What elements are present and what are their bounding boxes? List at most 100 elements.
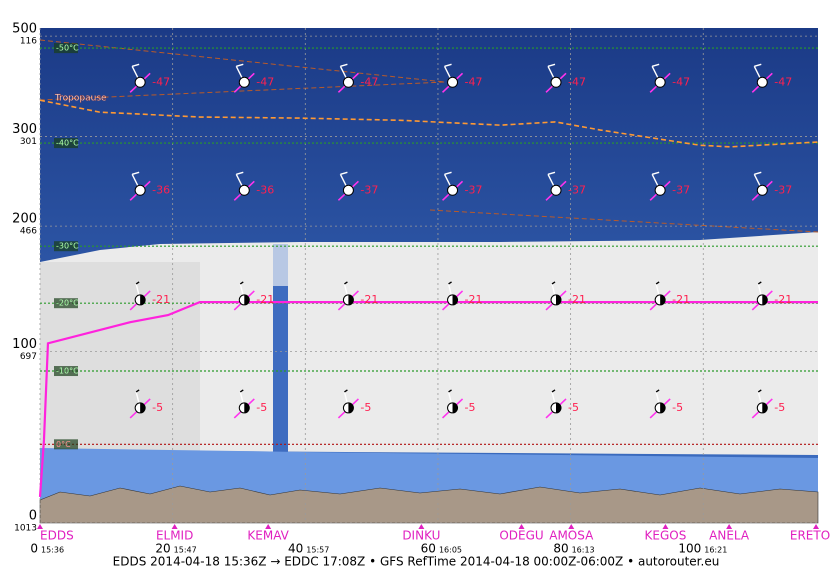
tropopause-label: Tropopause [54,94,107,104]
temperature-label: -37 [568,183,586,196]
temperature-label: -47 [465,75,483,88]
wind-barb [233,171,255,201]
temperature-label: -5 [152,401,163,414]
tropopause-line [39,99,819,148]
temperature-label: -5 [465,401,476,414]
caption: EDDS 2014-04-18 15:36Z → EDDC 17:08Z • G… [113,555,720,569]
isotherm-label-bg [54,439,78,450]
barb-station [654,76,666,88]
temperature-label: -47 [360,75,378,88]
isotherm-label-bg [54,241,78,252]
barb-tick [131,63,140,67]
wind-barb [649,389,671,419]
y-tick-label: 301 [20,137,37,147]
barb-tick [344,281,348,285]
temperature-label: -5 [774,401,785,414]
isotherm-label: -40°C [56,139,79,148]
barb-station [654,184,666,196]
x-tick-time: 15:57 [306,546,329,555]
y-tick-label: 116 [20,37,37,47]
temperature-label: -5 [568,401,579,414]
isotherm-label-bg [54,298,78,309]
barb-tick [135,281,140,285]
barb-station [342,184,354,196]
barb-tick [651,63,660,67]
barb-tick [239,281,244,285]
barb-station [550,76,562,88]
isotherm-label-bg [54,366,78,377]
barb-tick [444,171,452,175]
cloud-cover [556,402,562,413]
temperature-label: -47 [152,75,170,88]
temperature-label: -21 [774,293,792,306]
barb-tick [340,63,348,67]
cloud-cover [244,294,250,305]
temperature-label: -47 [672,75,690,88]
temperature-label: -21 [360,293,378,306]
x-tick-label: 60 [421,542,436,556]
wind-barb [751,281,773,311]
wind-barb [337,389,359,419]
wind-barb [233,389,255,419]
wind-barb [545,281,567,311]
cloud-cover [140,402,146,413]
waypoint-mark [568,524,575,529]
barb-station [756,184,768,196]
precip-column [273,286,288,452]
waypoint-label: AMOSA [549,529,594,543]
cloud-cover [762,402,768,413]
barb-station [447,184,459,196]
temperature-label: -36 [256,183,274,196]
waypoint-mark [726,524,733,529]
cloud-layer [40,232,818,455]
barb-station [134,184,146,196]
waypoint-mark [171,524,178,529]
waypoint-label: DINKU [402,529,440,543]
barb-station [134,76,146,88]
barb-tick [236,171,244,175]
barb-station [238,76,250,88]
x-tick-time: 16:13 [572,546,595,555]
wind-barb [129,281,151,311]
wind-barb [441,171,464,201]
wind-barb [441,389,464,419]
barb-tick [754,171,762,175]
isotherm-label: 0°C [56,440,71,449]
wind-barb [441,281,464,311]
waypoint-label: ANELA [709,529,750,543]
x-tick-label: 40 [288,542,303,556]
wind-barb [337,171,359,201]
temperature-label: -47 [774,75,792,88]
wind-barb [129,63,151,93]
barb-tick [239,389,244,393]
isotherm-label-bg [54,43,78,54]
barb-tick [344,389,348,393]
barb-tick [651,171,660,175]
x-tick-time: 15:36 [41,546,64,555]
temperature-label: -21 [152,293,170,306]
wind-barb [751,63,773,93]
cloud-cover [556,294,562,305]
temperature-label: -21 [256,293,274,306]
isotherm-label-bg [54,138,78,149]
temperature-label: -5 [360,401,371,414]
flight-level-label: 300 [12,122,37,137]
waypoint-mark [418,524,425,529]
cloud-cover [348,294,354,305]
y-tick-label: 1013 [14,524,37,534]
barb-tick [655,389,660,393]
temperature-label: -47 [256,75,274,88]
temperature-label: -37 [360,183,378,196]
wind-barb [441,63,464,93]
cloud-cover [762,294,768,305]
cloud-cover [140,294,146,305]
wind-barb [545,171,567,201]
barb-tick [340,171,348,175]
temperature-label: -37 [774,183,792,196]
x-tick-time: 16:21 [704,546,727,555]
wind-barb [129,171,151,201]
waypoint-label: EDDS [40,529,74,543]
waypoint-mark [518,524,525,529]
waypoint-mark [662,524,669,529]
barb-tick [448,389,452,393]
